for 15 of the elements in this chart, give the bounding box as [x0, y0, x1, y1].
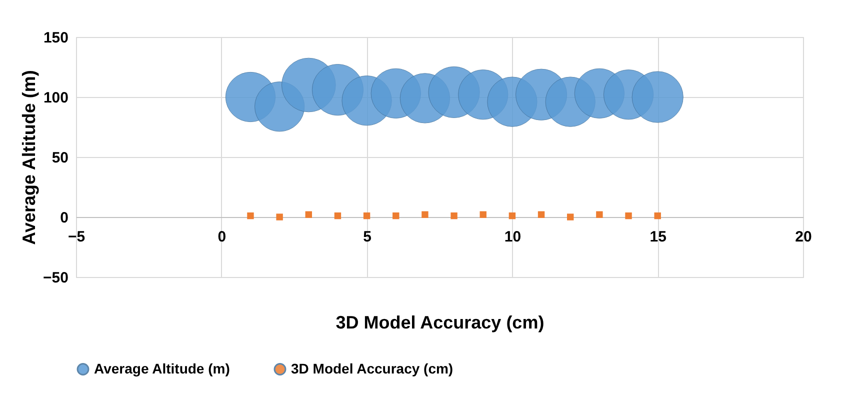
- y-tick-label: 0: [60, 210, 68, 226]
- x-tick-label: 10: [504, 228, 522, 246]
- x-tick-label: 0: [218, 228, 226, 246]
- legend-label: Average Altitude (m): [94, 360, 230, 376]
- legend-label: 3D Model Accuracy (cm): [291, 360, 454, 376]
- x-tick-label: 20: [795, 228, 812, 246]
- x-axis-title: 3D Model Accuracy (cm): [336, 312, 544, 332]
- y-tick-label: 150: [43, 30, 68, 46]
- y-tick-label: −50: [43, 270, 68, 286]
- x-tick-label: −5: [68, 228, 86, 246]
- x-tick-label: 5: [363, 228, 372, 246]
- x-tick-label: 15: [650, 228, 666, 246]
- y-tick-label: 100: [43, 90, 68, 106]
- y-axis-title: Average Altitude (m): [19, 70, 40, 245]
- y-tick-label: 50: [52, 150, 68, 166]
